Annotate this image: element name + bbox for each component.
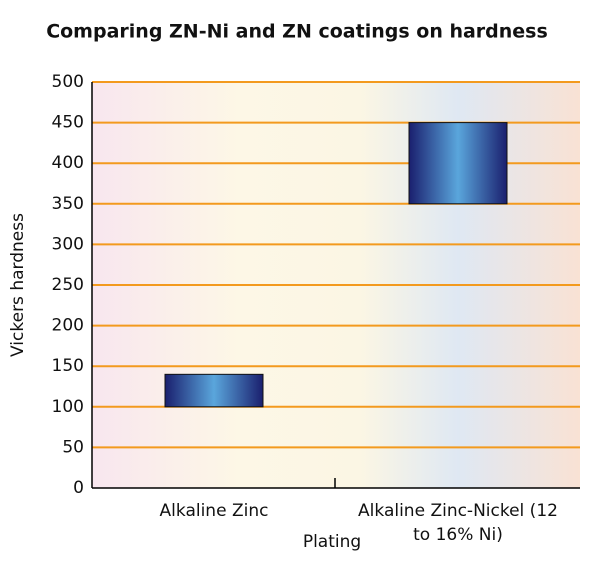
x-axis-label: Plating [303, 532, 361, 552]
bar [164, 373, 264, 408]
y-tick-label: 400 [52, 153, 84, 173]
y-tick-label: 500 [52, 72, 84, 92]
x-tick-label: Alkaline Zinc-Nickel (12 to 16% Ni) [358, 501, 558, 545]
chart-title: Comparing ZN-Ni and ZN coatings on hardn… [46, 21, 548, 43]
y-tick-label: 250 [52, 275, 84, 295]
y-tick-label: 350 [52, 194, 84, 214]
y-tick-label: 450 [52, 113, 84, 133]
y-tick-label: 50 [62, 437, 84, 457]
y-tick-label: 100 [52, 397, 84, 417]
y-axis-label: Vickers hardness [8, 213, 28, 357]
y-tick-label: 200 [52, 316, 84, 336]
bar [408, 122, 508, 205]
y-tick-label: 300 [52, 234, 84, 254]
x-tick-label: Alkaline Zinc [159, 501, 269, 521]
y-tick-label: 0 [73, 478, 84, 498]
y-tick-label: 150 [52, 356, 84, 376]
